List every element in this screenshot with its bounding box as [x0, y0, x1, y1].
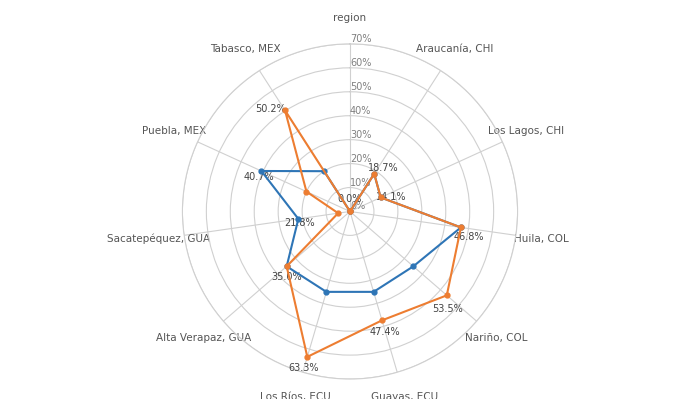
- Text: 40.7%: 40.7%: [244, 172, 274, 182]
- Text: 46.8%: 46.8%: [454, 232, 484, 242]
- Text: 0.0%: 0.0%: [338, 194, 362, 205]
- Text: 53.5%: 53.5%: [432, 304, 463, 314]
- Text: 14.1%: 14.1%: [376, 192, 406, 202]
- Text: 63.3%: 63.3%: [288, 363, 319, 373]
- Text: 18.7%: 18.7%: [368, 164, 398, 174]
- Text: 50.2%: 50.2%: [256, 104, 286, 114]
- Text: 21.8%: 21.8%: [284, 218, 314, 228]
- Text: 35.0%: 35.0%: [272, 272, 302, 282]
- Text: 47.4%: 47.4%: [370, 327, 400, 337]
